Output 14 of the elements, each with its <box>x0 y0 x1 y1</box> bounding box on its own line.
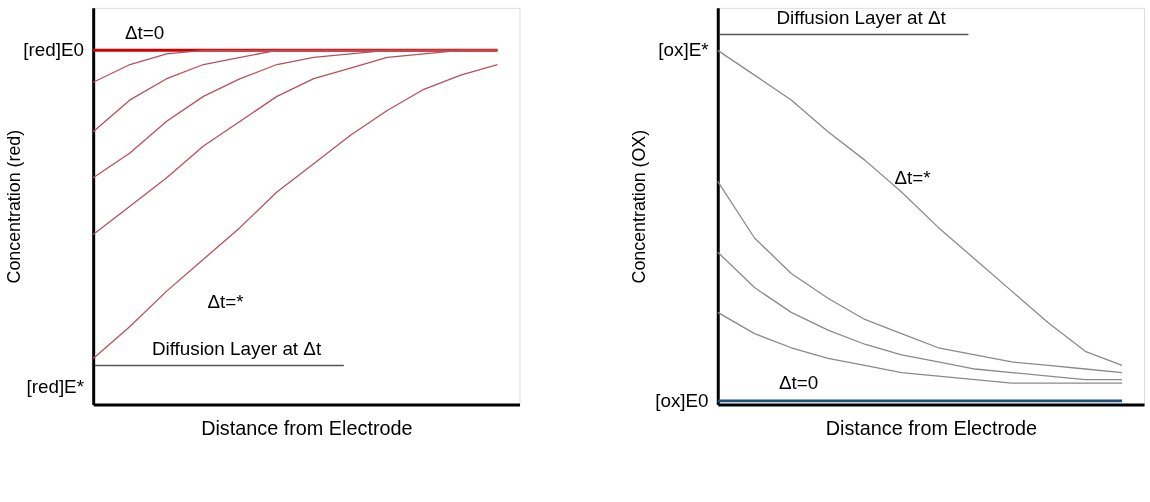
y-axis-title: Concentration (OX) <box>628 129 649 284</box>
text: [red]E0 <box>23 39 84 61</box>
annotation: Δt=* <box>894 166 932 188</box>
text: [ox]E* <box>658 39 710 61</box>
y-axis-title: Concentration (red) <box>4 129 25 284</box>
annotation: Δt=* <box>207 290 245 312</box>
annotation: Diffusion Layer at Δt <box>151 338 322 360</box>
text: [ox]E0 <box>655 389 709 411</box>
x-axis-title: Distance from Electrode <box>201 416 413 439</box>
text: Δt=0 <box>125 21 165 43</box>
text: [red]E* <box>26 375 85 397</box>
text: Diffusion Layer at Δt <box>776 7 947 29</box>
annotation: Δt=0 <box>778 372 819 394</box>
x-axis-title: Distance from Electrode <box>825 416 1038 439</box>
